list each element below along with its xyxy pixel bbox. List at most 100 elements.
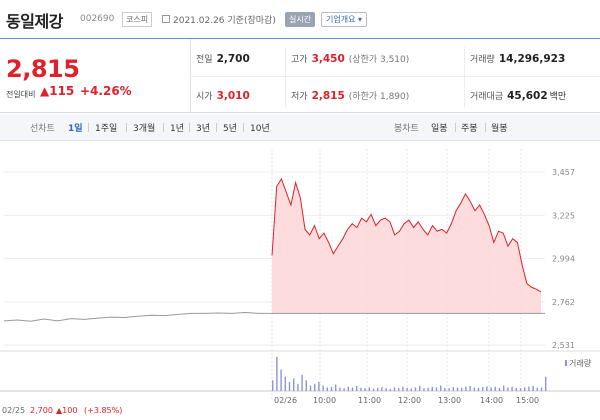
price-area-fill: [272, 178, 541, 314]
volume-bar: [305, 380, 307, 391]
header-divider: [0, 38, 600, 39]
volume-bar: [276, 357, 278, 391]
volume-bar: [528, 386, 530, 391]
x-tick-label: 15:00: [516, 396, 539, 405]
change-label: 전일대비: [6, 90, 36, 99]
prev-close: 전일 2,700: [196, 53, 250, 65]
volume-bar: [423, 388, 425, 391]
volume-bar: [301, 374, 303, 391]
volume-bar: [524, 387, 526, 391]
volume-bar: [452, 387, 454, 391]
volume-bar: [444, 387, 446, 391]
price-chart[interactable]: 3,457 3,225 2,994 2,762 2,531 거래량 02/25 02/26…: [0, 141, 600, 420]
tab-candle-monthly[interactable]: 월봉: [491, 124, 508, 134]
line-chart-label: 선차트: [30, 124, 55, 134]
open-price: 시가 3,010: [196, 90, 250, 102]
volume-bar: [473, 387, 475, 391]
market-badge: 코스피: [122, 12, 153, 27]
prev-day-line: [3, 311, 272, 322]
volume-bar: [280, 369, 282, 391]
x-tick-label: 11:00: [358, 396, 381, 405]
volume-bar: [448, 388, 450, 391]
volume-bar: [322, 385, 324, 391]
volume-bar: [498, 387, 501, 391]
tab-period-3m[interactable]: 3개월: [133, 124, 156, 134]
footer-percent: (+3.85%): [84, 406, 122, 415]
volume-bar: [326, 387, 328, 391]
x-tick-label: 13:00: [438, 396, 461, 405]
tab-period-10y[interactable]: 10년: [250, 124, 270, 134]
volume-bar: [381, 387, 383, 391]
footer-date: 02/25: [2, 406, 25, 415]
change-percent: +4.26%: [80, 84, 132, 98]
volume-bar: [414, 387, 417, 391]
tab-period-1d[interactable]: 1일: [68, 124, 83, 134]
volume-bar: [507, 387, 509, 391]
tab-period-3y[interactable]: 3년: [196, 124, 211, 134]
volume-bar: [318, 382, 320, 391]
volume-bar: [410, 388, 412, 391]
volume-bar: [511, 386, 513, 391]
volume-bar: [330, 386, 333, 391]
quote-row-divider: [190, 76, 600, 77]
trade-amount: 거래대금 45,602 백만: [470, 90, 567, 102]
volume-bar: [503, 385, 505, 391]
volume-bar: [540, 387, 543, 391]
low-price: 저가 2,815 (하한가 1,890): [291, 90, 410, 102]
volume-bar: [293, 378, 295, 391]
volume-bar: [440, 385, 442, 391]
volume-bar: [419, 385, 421, 391]
volume-bar: [364, 388, 366, 391]
tab-period-5y[interactable]: 5년: [223, 124, 238, 134]
volume-bar: [494, 386, 496, 391]
volume-bar: [297, 383, 299, 391]
high-price: 고가 3,450 (상한가 3,510): [291, 53, 410, 65]
volume-bar: [309, 385, 312, 391]
volume-bar: [284, 376, 286, 391]
x-tick-label: 14:00: [480, 396, 503, 405]
company-overview-button[interactable]: 기업개요 ▾: [321, 12, 367, 27]
calendar-icon: [162, 15, 170, 23]
period-toolbar: 선차트 1일 1주일 3개월 1년 3년 5년 10년 봉차트 일봉 주봉 월봉: [0, 114, 600, 141]
tab-period-1w[interactable]: 1주일: [95, 124, 118, 134]
stock-header: 동일제강 002690 코스피 2021.02.26 기준(장마감) 실시간 기…: [0, 0, 600, 42]
x-tick-label: 10:00: [313, 396, 336, 405]
tab-candle-weekly[interactable]: 주봉: [461, 124, 478, 134]
volume-bar: [490, 387, 492, 391]
volume-bar: [461, 387, 463, 391]
y-tick-label: 2,531: [552, 341, 575, 350]
volume-bar: [477, 387, 480, 391]
volume-label: 거래량: [569, 358, 592, 368]
volume-legend-icon: [565, 360, 567, 366]
y-tick-label: 2,762: [552, 298, 575, 307]
quote-panel: 2,815 전일대비 ▲115 +4.26% 전일 2,700 시가 3,010 고…: [0, 39, 600, 113]
volume-bar: [427, 387, 429, 391]
volume-bar: [368, 387, 370, 391]
y-tick-label: 3,225: [552, 211, 575, 220]
volume-bar: [398, 388, 400, 391]
volume-bar: [288, 382, 291, 391]
volume-bar: [482, 387, 484, 391]
change-value: ▲115: [40, 84, 75, 98]
realtime-button[interactable]: 실시간: [285, 12, 316, 27]
x-tick-label: 02/26: [274, 396, 297, 405]
volume-bar: [314, 383, 316, 391]
volume-bar: [356, 385, 358, 391]
volume-bar: [536, 387, 538, 391]
volume-bar: [343, 388, 345, 391]
footer-price: 2,700: [30, 406, 53, 415]
current-price: 2,815: [6, 55, 80, 83]
column-divider: [464, 47, 465, 107]
volume-bar: [406, 387, 408, 391]
stock-code: 002690: [80, 14, 115, 24]
volume-bar: [465, 386, 467, 391]
volume-bar: [402, 386, 404, 391]
volume-bar: [435, 387, 438, 391]
tab-period-1y[interactable]: 1년: [170, 124, 185, 134]
volume-bar: [389, 388, 391, 391]
tab-candle-daily[interactable]: 일봉: [431, 124, 448, 134]
column-divider: [285, 47, 286, 107]
y-tick-label: 3,457: [552, 168, 575, 177]
date-text: 2021.02.26 기준(장마감): [173, 16, 276, 26]
volume-bar: [486, 386, 488, 391]
